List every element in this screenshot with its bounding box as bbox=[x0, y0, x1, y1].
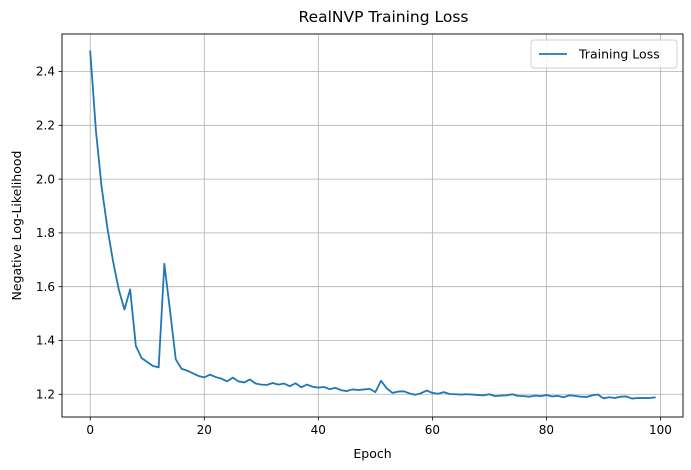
y-tick-label: 2.4 bbox=[36, 65, 55, 79]
y-tick-label: 1.6 bbox=[36, 280, 55, 294]
series-line-training-loss bbox=[89, 50, 656, 400]
x-tick-label: 20 bbox=[197, 423, 212, 437]
legend-label-training-loss: Training Loss bbox=[578, 47, 660, 62]
x-tick-label: 100 bbox=[649, 423, 672, 437]
y-tick-label: 1.4 bbox=[36, 334, 55, 348]
grid bbox=[62, 34, 683, 417]
y-tick-label: 2.0 bbox=[36, 172, 55, 186]
legend-box bbox=[530, 39, 678, 69]
x-axis-label: Epoch bbox=[353, 446, 391, 461]
y-tick-label: 1.2 bbox=[36, 387, 55, 401]
y-tick-label: 2.2 bbox=[36, 119, 55, 133]
plot-frame bbox=[61, 33, 684, 418]
y-axis-ticks: 1.2 1.4 1.6 1.8 2.0 2.2 2.4 bbox=[36, 65, 62, 401]
x-tick-label: 0 bbox=[86, 423, 94, 437]
series-layer bbox=[89, 50, 656, 400]
x-tick-label: 80 bbox=[539, 423, 554, 437]
x-tick-label: 40 bbox=[311, 423, 326, 437]
legend: Training Loss bbox=[530, 39, 678, 69]
chart-title: RealNVP Training Loss bbox=[299, 8, 469, 26]
y-axis-label: Negative Log-Likelihood bbox=[9, 151, 24, 301]
x-tick-label: 60 bbox=[425, 423, 440, 437]
y-tick-label: 1.8 bbox=[36, 226, 55, 240]
x-axis-ticks: 0 20 40 60 80 100 bbox=[86, 417, 672, 437]
